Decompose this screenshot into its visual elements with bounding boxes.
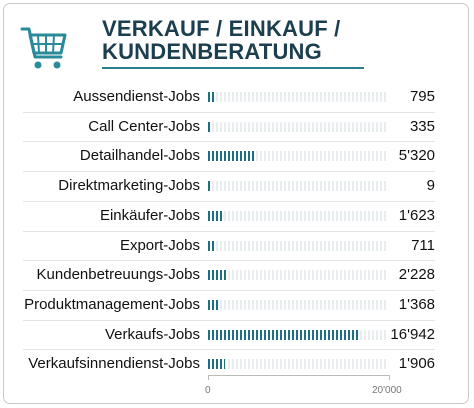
x-axis-tick-20000 bbox=[389, 375, 390, 380]
title-line-1: VERKAUF / EINKAUF / bbox=[102, 16, 341, 41]
row-divider bbox=[23, 290, 435, 291]
chart-row: Einkäufer-Jobs 1'623 bbox=[10, 202, 462, 231]
category-label: Produktmanagement-Jobs bbox=[24, 295, 200, 313]
bar-track bbox=[208, 210, 388, 221]
chart-row: Verkaufsinnendienst-Jobs 1'906 bbox=[10, 350, 462, 379]
bar-track-background bbox=[208, 299, 388, 310]
category-label: Einkäufer-Jobs bbox=[99, 206, 200, 224]
x-axis-tick-label: 0 bbox=[205, 385, 211, 396]
bar-track bbox=[208, 270, 388, 281]
x-axis-tick-label: 20'000 bbox=[372, 385, 402, 396]
chart-row: Aussendienst-Jobs 795 bbox=[10, 83, 462, 112]
row-divider bbox=[23, 231, 435, 232]
chart-row: Produktmanagement-Jobs 1'368 bbox=[10, 291, 462, 320]
chart-row: Detailhandel-Jobs 5'320 bbox=[10, 142, 462, 171]
bar-track bbox=[208, 151, 388, 162]
bar-track-background bbox=[208, 181, 388, 192]
x-axis-line bbox=[208, 375, 390, 376]
value-label: 2'228 bbox=[398, 266, 435, 284]
chart-row: Call Center-Jobs 335 bbox=[10, 113, 462, 142]
bar bbox=[208, 240, 214, 251]
row-divider bbox=[23, 112, 435, 113]
page-title: VERKAUF / EINKAUF / KUNDENBERATUNG bbox=[102, 17, 402, 63]
bar-track bbox=[208, 181, 388, 192]
category-label: Direktmarketing-Jobs bbox=[58, 177, 200, 195]
bar-track bbox=[208, 329, 388, 340]
category-label: Verkaufs-Jobs bbox=[104, 325, 200, 343]
row-divider bbox=[23, 141, 435, 142]
bar bbox=[208, 270, 228, 281]
category-label: Kundenbetreuungs-Jobs bbox=[36, 266, 200, 284]
chart-row: Verkaufs-Jobs 16'942 bbox=[10, 321, 462, 350]
title-underline bbox=[102, 67, 364, 69]
value-label: 711 bbox=[411, 236, 435, 254]
bar bbox=[208, 92, 215, 102]
bar-track-background bbox=[208, 270, 388, 281]
bar-track-background bbox=[208, 240, 388, 251]
category-label: Verkaufsinnendienst-Jobs bbox=[28, 355, 200, 373]
row-divider bbox=[23, 201, 435, 202]
chart-row: Kundenbetreuungs-Jobs 2'228 bbox=[10, 261, 462, 290]
bar-track-background bbox=[208, 210, 388, 221]
bar bbox=[208, 181, 210, 192]
chart-row: Direktmarketing-Jobs 9 bbox=[10, 172, 462, 201]
value-label: 5'320 bbox=[398, 147, 435, 165]
bar-track bbox=[208, 359, 388, 370]
category-label: Export-Jobs bbox=[119, 236, 200, 254]
bar bbox=[208, 121, 211, 132]
value-label: 9 bbox=[426, 177, 435, 195]
bar-track bbox=[208, 92, 388, 102]
shopping-cart-icon bbox=[20, 27, 67, 69]
bar-track bbox=[208, 240, 388, 251]
category-label: Aussendienst-Jobs bbox=[73, 88, 200, 105]
bar bbox=[208, 151, 256, 162]
value-label: 335 bbox=[409, 117, 435, 135]
title-line-2: KUNDENBERATUNG bbox=[102, 39, 322, 64]
value-label: 1'368 bbox=[398, 295, 435, 313]
category-label: Detailhandel-Jobs bbox=[79, 147, 200, 165]
bar-track-background bbox=[208, 359, 388, 370]
value-label: 16'942 bbox=[390, 325, 435, 343]
bar bbox=[208, 329, 360, 340]
value-label: 1'623 bbox=[398, 206, 435, 224]
row-divider bbox=[23, 320, 435, 321]
row-divider bbox=[23, 260, 435, 261]
category-label: Call Center-Jobs bbox=[88, 117, 200, 135]
chart-row: Export-Jobs 711 bbox=[10, 232, 462, 261]
bar-track-background bbox=[208, 121, 388, 132]
value-label: 1'906 bbox=[398, 355, 435, 373]
bar-track bbox=[208, 299, 388, 310]
row-divider bbox=[23, 171, 435, 172]
bar bbox=[208, 299, 220, 310]
bar bbox=[208, 210, 223, 221]
value-label: 795 bbox=[409, 88, 435, 105]
bar-track-background bbox=[208, 92, 388, 102]
row-divider bbox=[23, 349, 435, 350]
x-axis-tick-0 bbox=[208, 375, 209, 380]
bar-track bbox=[208, 121, 388, 132]
bar-track-background bbox=[208, 151, 388, 162]
bar bbox=[208, 359, 225, 370]
